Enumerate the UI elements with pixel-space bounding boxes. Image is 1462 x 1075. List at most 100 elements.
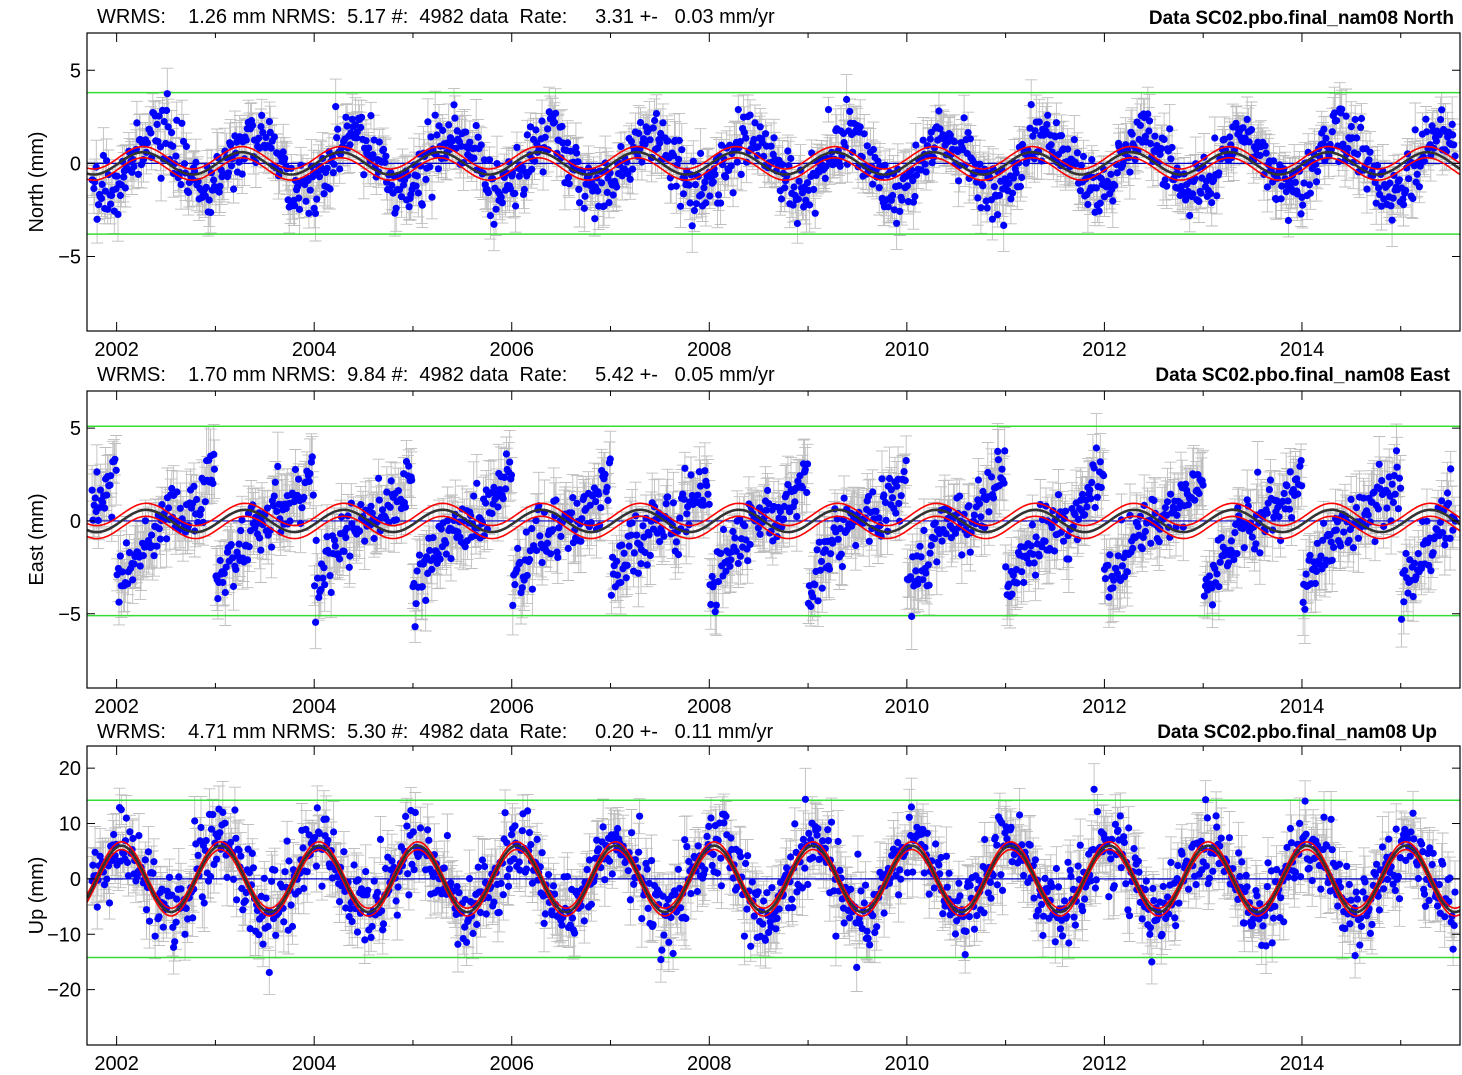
data-point xyxy=(129,834,137,843)
data-point xyxy=(315,593,323,601)
data-point xyxy=(169,142,177,150)
data-point xyxy=(956,892,964,900)
data-point xyxy=(302,197,310,205)
data-point xyxy=(1359,888,1367,896)
data-point xyxy=(601,470,609,478)
data-point xyxy=(478,856,486,864)
data-point xyxy=(1058,932,1067,940)
data-point xyxy=(465,875,474,883)
data-point xyxy=(1192,881,1200,889)
data-point xyxy=(340,848,348,856)
data-point xyxy=(498,199,506,207)
data-point xyxy=(618,541,626,549)
data-point xyxy=(1301,797,1309,805)
data-point xyxy=(1402,856,1410,865)
data-point xyxy=(627,531,635,539)
data-point xyxy=(821,174,829,182)
data-point xyxy=(207,825,216,833)
data-point xyxy=(1146,930,1154,938)
data-point xyxy=(1245,138,1253,146)
data-point xyxy=(936,125,944,133)
data-point xyxy=(630,880,638,888)
data-point xyxy=(605,857,614,865)
data-point xyxy=(436,555,444,563)
data-point xyxy=(784,147,792,155)
data-point xyxy=(703,481,711,489)
data-point xyxy=(550,118,559,126)
data-point xyxy=(1151,132,1159,140)
data-point xyxy=(700,501,708,509)
data-point xyxy=(422,596,430,604)
data-point xyxy=(897,875,905,883)
data-point xyxy=(492,205,500,213)
data-point xyxy=(892,509,900,517)
data-point xyxy=(130,163,138,171)
data-point xyxy=(626,896,635,904)
data-point xyxy=(1212,812,1220,820)
data-point xyxy=(1141,886,1149,894)
data-point xyxy=(1037,900,1046,909)
data-point xyxy=(501,809,509,817)
data-point xyxy=(249,121,257,129)
data-point xyxy=(1388,216,1396,224)
data-point xyxy=(168,891,176,899)
data-point xyxy=(563,873,572,881)
data-point xyxy=(484,189,492,197)
data-point xyxy=(1433,526,1441,534)
data-point xyxy=(770,134,778,142)
data-point xyxy=(700,184,708,192)
data-point xyxy=(1200,592,1208,600)
data-point xyxy=(601,876,609,884)
data-point xyxy=(965,913,974,921)
data-point xyxy=(486,212,494,220)
data-point xyxy=(781,184,789,192)
data-point xyxy=(1020,578,1028,587)
data-point xyxy=(863,927,871,935)
data-point xyxy=(1146,924,1155,932)
data-point xyxy=(386,503,394,511)
data-point xyxy=(543,539,552,547)
data-point xyxy=(1109,584,1117,592)
data-point xyxy=(1163,498,1172,506)
data-point xyxy=(583,866,591,874)
data-point xyxy=(505,865,513,873)
data-point xyxy=(1342,112,1350,120)
data-point xyxy=(508,831,516,839)
data-point xyxy=(1306,551,1314,559)
data-point xyxy=(193,495,201,504)
data-point xyxy=(461,923,469,931)
data-point xyxy=(1423,517,1431,525)
data-point xyxy=(793,219,802,228)
x-tick-label: 2002 xyxy=(94,696,139,718)
data-point xyxy=(729,527,737,536)
data-point xyxy=(244,510,253,518)
data-point xyxy=(112,466,120,474)
data-point xyxy=(134,170,142,178)
data-point xyxy=(1126,168,1134,176)
data-point xyxy=(164,123,172,131)
x-tick-label: 2014 xyxy=(1280,339,1325,361)
data-point xyxy=(392,204,400,212)
data-point xyxy=(544,871,553,879)
data-point xyxy=(847,885,855,893)
data-point xyxy=(494,503,502,511)
data-point xyxy=(256,534,264,542)
data-point xyxy=(763,889,771,897)
data-point xyxy=(740,932,749,940)
data-point xyxy=(1294,490,1302,498)
data-point xyxy=(227,838,235,847)
data-point xyxy=(756,123,764,131)
data-point xyxy=(260,874,268,882)
data-point xyxy=(1347,896,1355,904)
data-point xyxy=(558,122,566,131)
data-point xyxy=(1161,176,1169,184)
data-point xyxy=(375,474,383,482)
data-point xyxy=(1444,499,1453,507)
data-point xyxy=(514,544,522,552)
data-point xyxy=(1150,897,1158,905)
data-point xyxy=(636,118,645,127)
data-point xyxy=(1384,875,1392,883)
data-point xyxy=(896,866,904,874)
data-point xyxy=(230,185,238,193)
data-point xyxy=(1263,509,1271,517)
